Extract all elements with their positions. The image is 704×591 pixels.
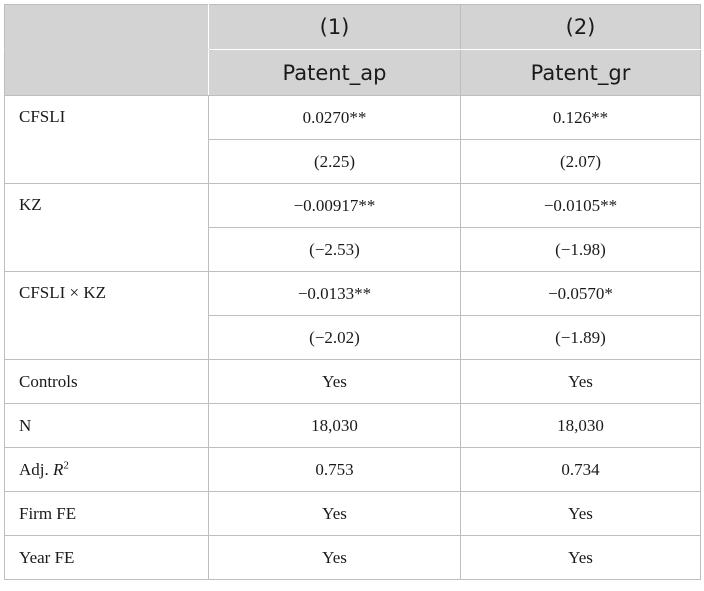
adj-r2-variable: R xyxy=(53,459,64,479)
table-body: CFSLI 0.0270** 0.126** (2.25) (2.07) KZ … xyxy=(4,95,701,580)
table-row: Adj. R2 0.753 0.734 xyxy=(4,447,701,492)
adj-r2-superscript: 2 xyxy=(63,458,69,471)
table-header: (1) (2) Patent_ap Patent_gr xyxy=(4,4,701,96)
row-label-cfsli: CFSLI xyxy=(4,95,209,184)
cell-kz-coef2: −0.0105** xyxy=(460,183,701,228)
table-row: (−2.02) (−1.89) xyxy=(5,315,701,360)
header-col1-name: Patent_ap xyxy=(208,49,461,96)
cell-interaction-coef2: −0.0570* xyxy=(460,271,701,316)
row-label-n: N xyxy=(4,403,209,448)
cell-adj-r2-v2: 0.734 xyxy=(460,447,701,492)
cell-firm-fe-v2: Yes xyxy=(460,491,701,536)
table-row: Firm FE Yes Yes xyxy=(4,491,701,536)
cell-year-fe-v2: Yes xyxy=(460,535,701,580)
cell-n-v1: 18,030 xyxy=(208,403,461,448)
table-row: (−2.53) (−1.98) xyxy=(5,227,701,272)
header-row-numbers: (1) (2) xyxy=(4,4,701,50)
header-row-names: Patent_ap Patent_gr xyxy=(4,49,701,96)
row-label-interaction: CFSLI × KZ xyxy=(4,271,209,360)
table-row: Controls Yes Yes xyxy=(4,359,701,404)
cell-cfsli-coef2: 0.126** xyxy=(460,95,701,140)
adj-r2-prefix: Adj. xyxy=(19,459,53,479)
cell-interaction-t1: (−2.02) xyxy=(208,315,461,360)
cell-kz-t1: (−2.53) xyxy=(208,227,461,272)
cell-interaction-t2: (−1.89) xyxy=(460,315,701,360)
header-col1-number: (1) xyxy=(208,4,461,50)
header-col2-name: Patent_gr xyxy=(460,49,701,96)
table-row: (2.25) (2.07) xyxy=(5,139,701,184)
header-corner-cell xyxy=(4,4,209,50)
row-label-kz: KZ xyxy=(4,183,209,272)
cell-n-v2: 18,030 xyxy=(460,403,701,448)
table-row: CFSLI × KZ −0.0133** −0.0570* xyxy=(4,271,701,360)
cell-controls-v2: Yes xyxy=(460,359,701,404)
table-row: CFSLI 0.0270** 0.126** xyxy=(4,95,701,184)
regression-table: (1) (2) Patent_ap Patent_gr CFSLI 0.0270… xyxy=(4,4,701,580)
cell-controls-v1: Yes xyxy=(208,359,461,404)
row-label-adj-r2: Adj. R2 xyxy=(4,447,209,492)
cell-kz-t2: (−1.98) xyxy=(460,227,701,272)
cell-cfsli-t1: (2.25) xyxy=(208,139,461,184)
cell-interaction-coef1: −0.0133** xyxy=(208,271,461,316)
cell-adj-r2-v1: 0.753 xyxy=(208,447,461,492)
cell-year-fe-v1: Yes xyxy=(208,535,461,580)
cell-cfsli-coef1: 0.0270** xyxy=(208,95,461,140)
cell-firm-fe-v1: Yes xyxy=(208,491,461,536)
cell-kz-coef1: −0.00917** xyxy=(208,183,461,228)
row-label-firm-fe: Firm FE xyxy=(4,491,209,536)
row-label-controls: Controls xyxy=(4,359,209,404)
table-row: Year FE Yes Yes xyxy=(4,535,701,580)
header-col2-number: (2) xyxy=(460,4,701,50)
header-corner-cell xyxy=(4,49,209,96)
table-row: N 18,030 18,030 xyxy=(4,403,701,448)
row-label-year-fe: Year FE xyxy=(4,535,209,580)
cell-cfsli-t2: (2.07) xyxy=(460,139,701,184)
table-row: KZ −0.00917** −0.0105** xyxy=(4,183,701,272)
